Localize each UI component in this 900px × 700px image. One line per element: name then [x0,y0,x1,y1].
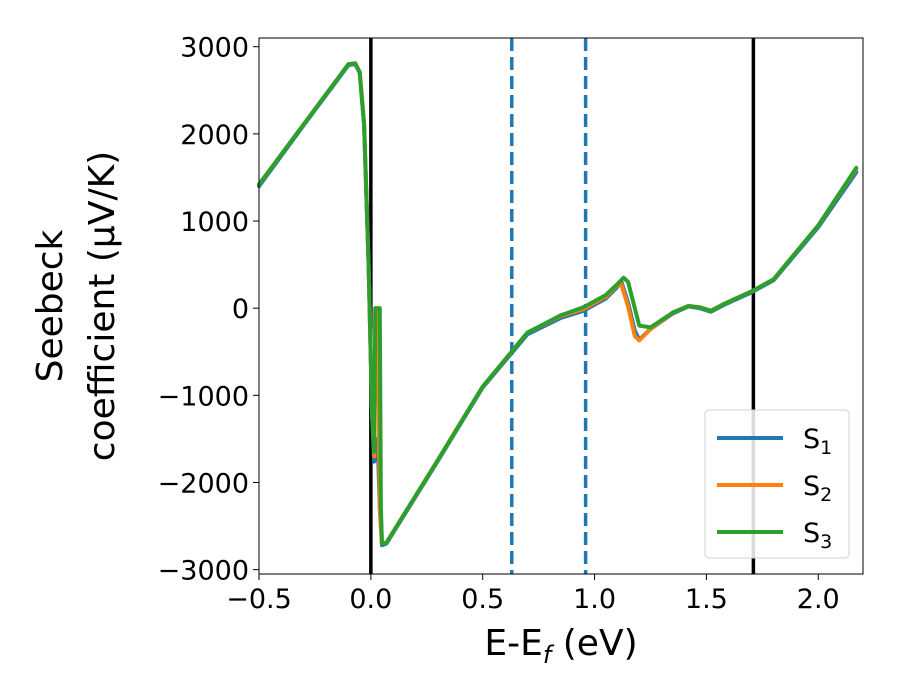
x-axis-title-main: E-E [484,623,542,664]
x-axis-title-unit: (eV) [551,623,637,664]
plot-frame [258,37,864,575]
y-tick-label: −2000 [158,468,249,499]
y-axis-title-line1: Seebeck [30,229,71,382]
x-tick-label: 0.0 [349,584,392,615]
y-axis: −3000 −2000 −1000 0 1000 2000 3000 [158,33,259,587]
x-tick-label: −0.5 [226,584,292,615]
legend-label-S3: S3 [803,518,832,553]
x-tick-label: 0.5 [461,584,504,615]
x-axis-title: E-Ef (eV) [484,623,637,669]
y-tick-label: 0 [232,294,249,325]
legend: S1 S2 S3 [704,409,850,559]
y-axis-title-line2: coefficient (μV/K) [82,151,123,461]
x-tick-label: 2.0 [797,584,840,615]
y-axis-title: Seebeck coefficient (μV/K) [30,151,123,461]
y-tick-label: 1000 [180,207,249,238]
legend-items: S1 S2 S3 [717,424,832,553]
x-tick-label: 1.5 [685,584,728,615]
x-axis: −0.5 0.0 0.5 1.0 1.5 2.0 [226,574,840,615]
legend-label-S1: S1 [803,424,832,459]
y-tick-label: 3000 [180,33,249,64]
series-line-S3 [257,61,859,546]
y-tick-label: −1000 [158,381,249,412]
series-lines [257,61,859,548]
y-tick-label: −3000 [158,556,249,587]
x-tick-label: 1.0 [573,584,616,615]
legend-label-S2: S2 [803,471,832,506]
y-tick-label: 2000 [180,120,249,151]
